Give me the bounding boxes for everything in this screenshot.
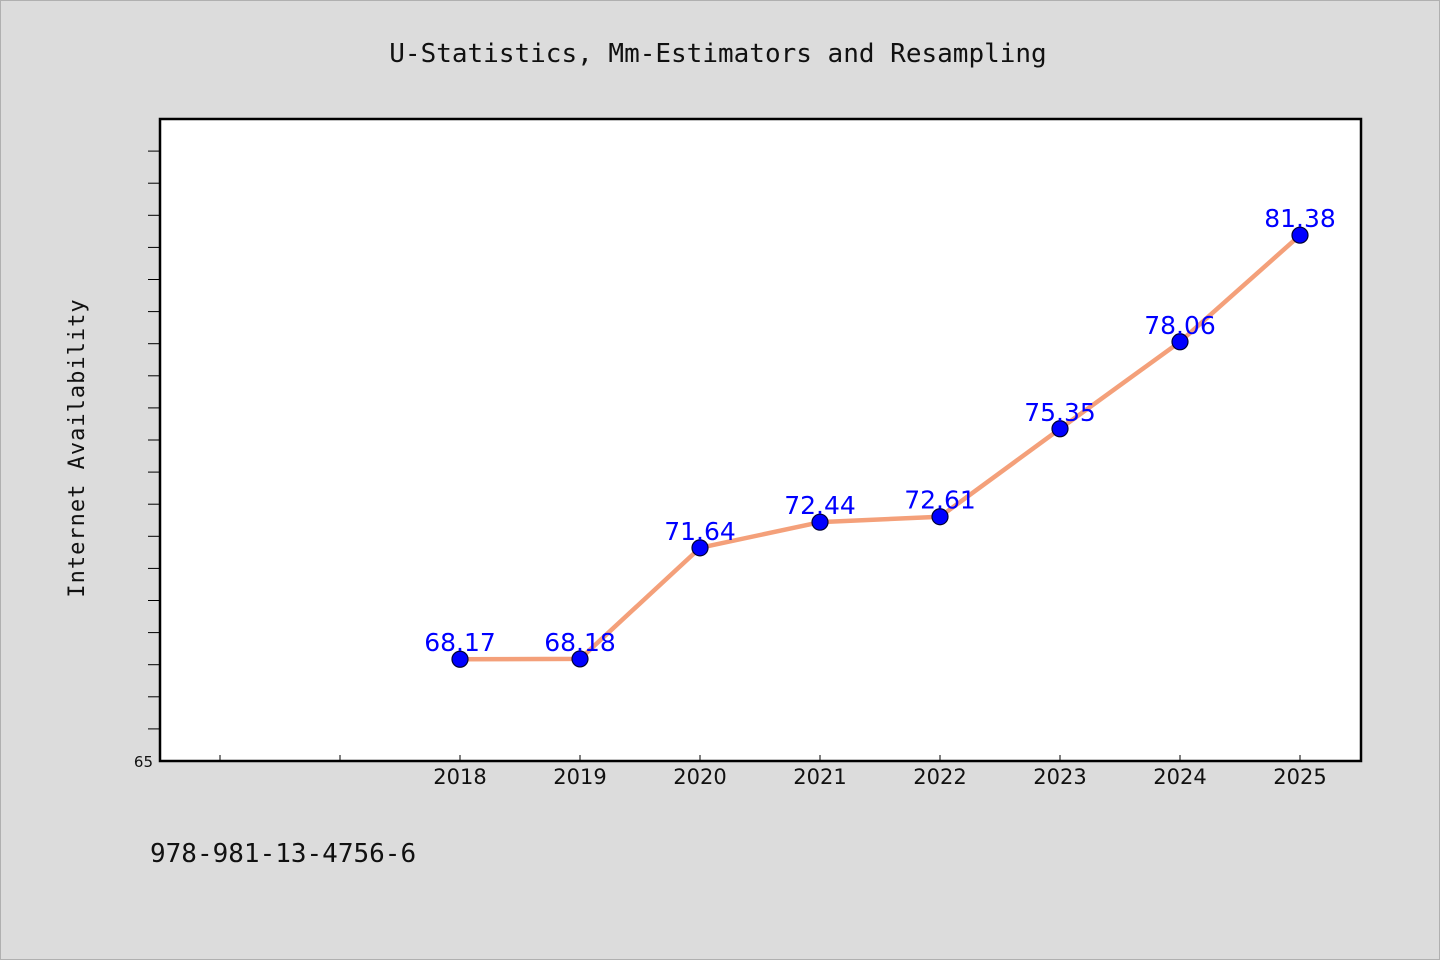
x-tick-label: 2019 [553,765,606,789]
series-line [459,233,1302,662]
data-point [1171,333,1189,351]
data-label: 68.18 [544,628,616,657]
x-tick-label: 2025 [1273,765,1326,789]
chart-title: U-Statistics, Mm-Estimators and Resampli… [389,39,1046,69]
plot-area [158,117,1363,763]
data-point [571,650,589,668]
isbn-text: 978-981-13-4756-6 [150,839,416,869]
data-point [1291,226,1309,244]
data-label: 75.35 [1024,398,1096,427]
x-tick-label: 2020 [673,765,726,789]
series-line-group [459,233,1302,662]
x-tick-label: 2018 [433,765,486,789]
data-point [1051,420,1069,438]
data-label: 72.61 [904,486,976,515]
data-label: 72.44 [784,491,856,520]
x-tick-label: 2022 [913,765,966,789]
data-point [811,513,829,531]
data-label: 71.64 [664,517,736,546]
data-label: 81.38 [1264,204,1336,233]
x-axis-ticks: 2018 2019 2020 2021 2022 2023 2024 2025 [219,755,1327,789]
x-tick-label: 2021 [793,765,846,789]
data-labels: 68.17 68.18 71.64 72.44 72.61 75.35 78.06 81.38 [424,204,1336,657]
x-tick-label: 2023 [1033,765,1086,789]
data-point [451,650,469,668]
data-markers [451,226,1309,668]
y-axis-label: Internet Availability [65,298,90,597]
data-label: 78.06 [1144,311,1216,340]
y-axis-ticks: 65 [134,150,160,771]
data-point [691,539,709,557]
data-label: 68.17 [424,628,496,657]
x-tick-label: 2024 [1153,765,1206,789]
y-tick-label: 65 [134,753,153,771]
data-point [931,508,949,526]
